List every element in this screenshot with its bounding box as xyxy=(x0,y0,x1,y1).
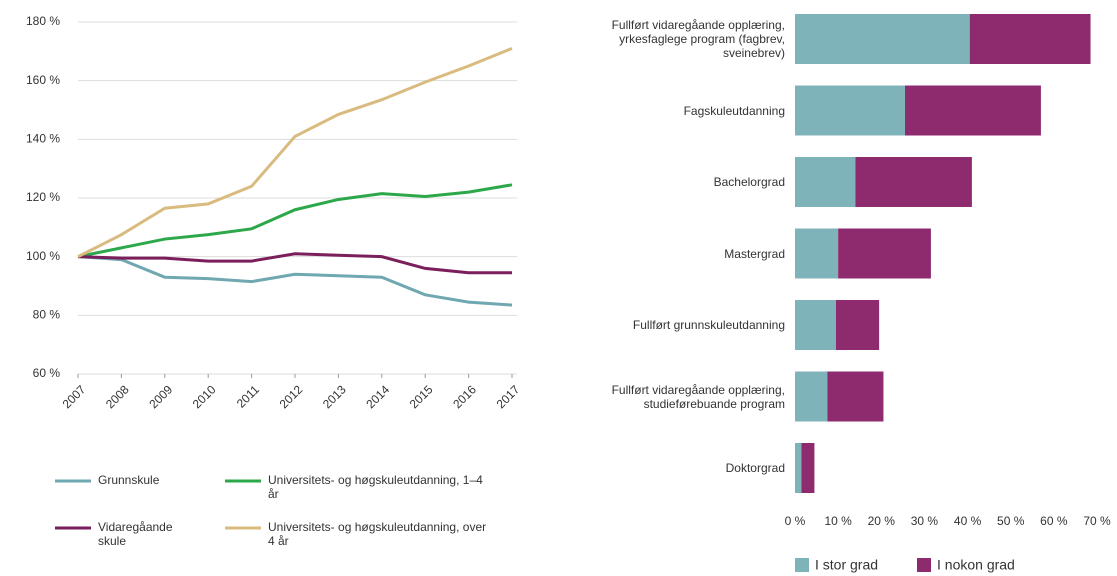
bar-segment xyxy=(795,443,802,493)
bar-segment xyxy=(795,14,970,64)
x-tick-label: 20 % xyxy=(868,514,896,528)
y-tick-label: 100 % xyxy=(26,249,60,263)
y-tick-label: 60 % xyxy=(33,366,61,380)
x-tick-label: 2010 xyxy=(190,382,219,411)
x-tick-label: 2012 xyxy=(277,382,306,411)
y-tick-label: 120 % xyxy=(26,190,60,204)
x-tick-label: 2011 xyxy=(234,382,262,410)
y-tick-label: 180 % xyxy=(26,14,60,28)
x-tick-label: 10 % xyxy=(824,514,852,528)
category-label: Mastergrad xyxy=(724,247,785,261)
legend-label: Vidaregåande skule xyxy=(98,520,173,548)
bar-segment xyxy=(801,443,815,493)
y-tick-label: 160 % xyxy=(26,73,60,87)
x-tick-label: 50 % xyxy=(997,514,1025,528)
x-tick-label: 2015 xyxy=(407,382,436,411)
category-label: Fagskuleutdanning xyxy=(684,104,785,118)
bar-segment xyxy=(905,85,1041,136)
x-tick-label: 2013 xyxy=(320,382,349,411)
category-label: Fullført vidaregåande opplæring, yrkesfa… xyxy=(612,18,785,60)
legend-label: Universitets- og høgskuleutdanning, over… xyxy=(268,520,486,548)
line-series xyxy=(77,47,513,259)
x-tick-label: 2014 xyxy=(363,382,392,411)
bar-segment xyxy=(855,157,972,207)
category-label: Fullført grunnskuleutdanning xyxy=(633,318,785,332)
x-tick-label: 2017 xyxy=(494,382,523,411)
category-label: Fullført vidaregåande opplæring, studie­… xyxy=(612,383,785,411)
bar-segment xyxy=(827,371,884,422)
bar-segment xyxy=(838,228,931,279)
x-tick-label: 2016 xyxy=(450,382,479,411)
legend-label: Grunnskule xyxy=(98,473,159,487)
category-label: Doktorgrad xyxy=(726,461,785,475)
bar-segment xyxy=(835,300,880,350)
line-series xyxy=(77,252,512,275)
bar-segment xyxy=(795,300,836,350)
x-tick-label: 70 % xyxy=(1083,514,1111,528)
bar-segment xyxy=(969,14,1091,64)
category-label: Bachelorgrad xyxy=(714,175,785,189)
line-series xyxy=(77,255,513,307)
bar-segment xyxy=(795,228,839,279)
legend-swatch xyxy=(917,558,931,572)
x-tick-label: 40 % xyxy=(954,514,982,528)
bar-segment xyxy=(795,371,828,422)
y-tick-label: 140 % xyxy=(26,132,60,146)
x-tick-label: 30 % xyxy=(911,514,939,528)
x-tick-label: 2008 xyxy=(103,382,132,411)
bar-segment xyxy=(795,157,856,207)
bar-segment xyxy=(795,85,906,136)
y-tick-label: 80 % xyxy=(33,308,61,322)
x-tick-label: 2007 xyxy=(60,382,89,411)
legend-label: Universitets- og høgskuleutdanning, 1–4 … xyxy=(268,473,483,501)
x-tick-label: 2009 xyxy=(146,382,175,411)
x-tick-label: 0 % xyxy=(785,514,806,528)
legend-swatch xyxy=(795,558,809,572)
legend-label: I stor grad xyxy=(815,557,878,573)
legend-label: I nokon grad xyxy=(937,557,1015,573)
line-series xyxy=(77,183,513,259)
x-tick-label: 60 % xyxy=(1040,514,1068,528)
